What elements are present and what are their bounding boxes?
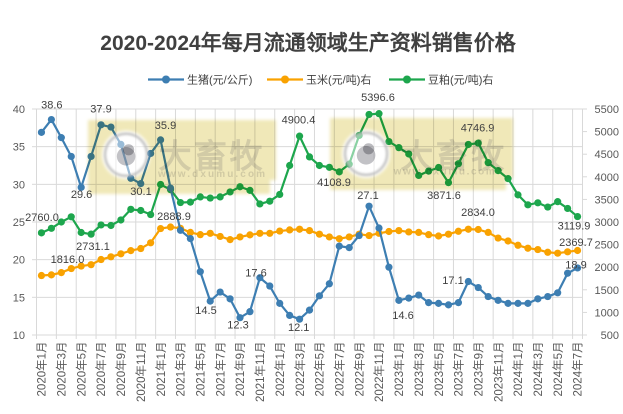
svg-text:2500: 2500 <box>595 240 619 252</box>
svg-text:2022年5月: 2022年5月 <box>313 342 327 397</box>
svg-text:17.1: 17.1 <box>442 275 463 287</box>
svg-text:2022年11月: 2022年11月 <box>372 342 386 403</box>
svg-text:35: 35 <box>13 142 25 154</box>
svg-text:2020-2024年每月流通领域生产资料销售价格: 2020-2024年每月流通领域生产资料销售价格 <box>100 31 516 55</box>
svg-text:2022年7月: 2022年7月 <box>332 342 346 397</box>
svg-text:www.dxumu.com: www.dxumu.com <box>393 167 497 178</box>
svg-text:14.6: 14.6 <box>392 310 413 322</box>
svg-text:2021年1月: 2021年1月 <box>154 342 168 397</box>
svg-text:2888.9: 2888.9 <box>157 211 191 223</box>
svg-text:2024年5月: 2024年5月 <box>551 342 565 397</box>
svg-text:5396.6: 5396.6 <box>361 92 395 104</box>
svg-text:2020年9月: 2020年9月 <box>114 342 128 397</box>
svg-text:2023年7月: 2023年7月 <box>452 342 466 397</box>
svg-text:12.3: 12.3 <box>227 320 248 332</box>
svg-text:1000: 1000 <box>595 307 619 319</box>
svg-text:2023年3月: 2023年3月 <box>412 342 426 397</box>
svg-text:20: 20 <box>13 255 25 267</box>
svg-text:2024年3月: 2024年3月 <box>531 342 545 397</box>
svg-text:2760.0: 2760.0 <box>25 212 59 224</box>
svg-text:37.9: 37.9 <box>90 104 111 116</box>
svg-text:2020年5月: 2020年5月 <box>74 342 88 397</box>
svg-text:4500: 4500 <box>595 149 619 161</box>
svg-text:2369.7: 2369.7 <box>559 237 593 249</box>
svg-text:2021年3月: 2021年3月 <box>174 342 188 397</box>
svg-text:15: 15 <box>13 292 25 304</box>
svg-text:2024年7月: 2024年7月 <box>571 342 585 397</box>
svg-text:大畜牧: 大畜牧 <box>400 138 507 175</box>
svg-text:12.1: 12.1 <box>288 322 309 334</box>
svg-text:2024年1月: 2024年1月 <box>511 342 525 397</box>
svg-text:35.9: 35.9 <box>155 120 176 132</box>
svg-text:14.5: 14.5 <box>195 305 216 317</box>
svg-text:40: 40 <box>13 104 25 116</box>
svg-text:大畜牧: 大畜牧 <box>159 138 266 175</box>
svg-text:2021年11月: 2021年11月 <box>253 342 267 403</box>
svg-text:2022年1月: 2022年1月 <box>273 342 287 397</box>
svg-text:38.6: 38.6 <box>41 99 62 111</box>
svg-text:4900.4: 4900.4 <box>282 114 316 126</box>
svg-text:27.1: 27.1 <box>357 190 378 202</box>
svg-text:1816.0: 1816.0 <box>51 254 85 266</box>
svg-text:500: 500 <box>601 330 619 342</box>
svg-text:生猪(元/公斤): 生猪(元/公斤) <box>187 73 252 87</box>
svg-text:5500: 5500 <box>595 104 619 116</box>
svg-text:5000: 5000 <box>595 127 619 139</box>
svg-text:2020年1月: 2020年1月 <box>35 342 49 397</box>
svg-text:2022年9月: 2022年9月 <box>352 342 366 397</box>
svg-text:www.dxumu.com: www.dxumu.com <box>157 169 267 180</box>
svg-text:17.6: 17.6 <box>245 268 266 280</box>
svg-text:2022年3月: 2022年3月 <box>293 342 307 397</box>
svg-text:3119.9: 3119.9 <box>558 221 591 233</box>
svg-text:2020年11月: 2020年11月 <box>134 342 148 403</box>
svg-text:3500: 3500 <box>595 194 619 206</box>
svg-text:25: 25 <box>13 217 25 229</box>
svg-text:2023年9月: 2023年9月 <box>471 341 485 396</box>
svg-text:3000: 3000 <box>595 217 619 229</box>
svg-text:2020年3月: 2020年3月 <box>55 342 69 397</box>
svg-text:2023年5月: 2023年5月 <box>432 342 446 397</box>
svg-text:4746.9: 4746.9 <box>461 123 495 135</box>
svg-text:3871.6: 3871.6 <box>427 190 461 202</box>
svg-text:4000: 4000 <box>595 172 619 184</box>
svg-text:2021年9月: 2021年9月 <box>233 342 247 397</box>
svg-text:1500: 1500 <box>595 285 619 297</box>
svg-text:10: 10 <box>13 330 25 342</box>
svg-text:2023年11月: 2023年11月 <box>491 342 505 403</box>
svg-text:2000: 2000 <box>595 262 619 274</box>
svg-text:2023年1月: 2023年1月 <box>392 342 406 397</box>
svg-text:豆粕(元/吨)右: 豆粕(元/吨)右 <box>428 73 493 87</box>
svg-text:玉米(元/吨)右: 玉米(元/吨)右 <box>306 73 371 87</box>
svg-text:4108.9: 4108.9 <box>317 177 351 189</box>
svg-text:29.6: 29.6 <box>71 189 92 201</box>
svg-text:18.9: 18.9 <box>565 260 586 272</box>
svg-text:2021年7月: 2021年7月 <box>213 342 227 397</box>
svg-text:2020年7月: 2020年7月 <box>94 342 108 397</box>
svg-text:2731.1: 2731.1 <box>76 241 110 253</box>
svg-text:30: 30 <box>13 179 25 191</box>
svg-text:30.1: 30.1 <box>130 186 151 198</box>
svg-text:2834.0: 2834.0 <box>461 207 495 219</box>
svg-text:2021年5月: 2021年5月 <box>194 342 208 397</box>
